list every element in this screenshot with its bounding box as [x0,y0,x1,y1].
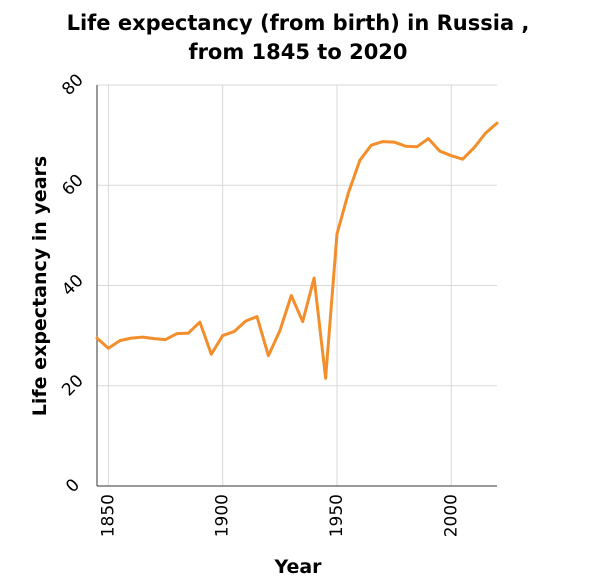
x-tick-labels: 1850 1900 1950 2000 [98,494,461,537]
y-axis-label: Life expectancy in years [29,156,51,416]
series-layer [95,121,499,380]
y-tick-label: 60 [58,171,87,200]
chart-title-line-2: from 1845 to 2020 [188,40,407,64]
x-tick-label: 1950 [327,494,347,537]
x-tick-label: 1850 [98,494,118,537]
axes [96,85,497,487]
x-tick-label: 2000 [441,494,461,537]
chart-title-line-1: Life expectancy (from birth) in Russia , [67,11,530,35]
series-line-0 [95,121,499,380]
y-tick-label: 40 [58,271,87,300]
x-tick-label: 1900 [213,494,233,537]
y-tick-label: 80 [58,70,87,99]
y-tick-label: 20 [58,371,87,400]
y-tick-labels: 0 20 40 60 80 [58,70,87,497]
y-tick-label: 0 [62,475,84,497]
x-axis-label: Year [273,556,322,578]
grid [97,84,497,487]
